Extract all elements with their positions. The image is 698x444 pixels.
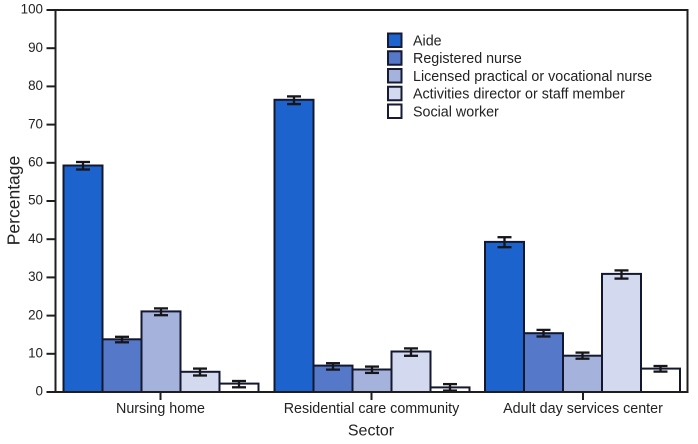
svg-text:0: 0 [36, 384, 43, 399]
svg-text:80: 80 [28, 78, 43, 93]
svg-text:Residential care community: Residential care community [284, 401, 460, 417]
svg-text:70: 70 [28, 116, 43, 131]
svg-text:50: 50 [28, 193, 43, 208]
svg-text:60: 60 [28, 155, 43, 170]
svg-text:30: 30 [28, 269, 43, 284]
svg-text:Adult day services center: Adult day services center [503, 401, 663, 417]
svg-text:Licensed practical or vocation: Licensed practical or vocational nurse [413, 69, 652, 85]
svg-text:100: 100 [21, 2, 43, 17]
svg-text:40: 40 [28, 231, 43, 246]
svg-text:Social worker: Social worker [413, 104, 499, 120]
svg-text:90: 90 [28, 40, 43, 55]
svg-text:Activities director or staff m: Activities director or staff member [413, 87, 625, 103]
svg-text:20: 20 [28, 307, 43, 322]
svg-text:Aide: Aide [413, 33, 442, 49]
svg-text:Nursing home: Nursing home [116, 401, 205, 417]
svg-text:10: 10 [28, 346, 43, 361]
svg-text:Percentage: Percentage [4, 156, 24, 246]
svg-text:Registered nurse: Registered nurse [413, 51, 522, 67]
svg-text:Sector: Sector [348, 423, 395, 440]
